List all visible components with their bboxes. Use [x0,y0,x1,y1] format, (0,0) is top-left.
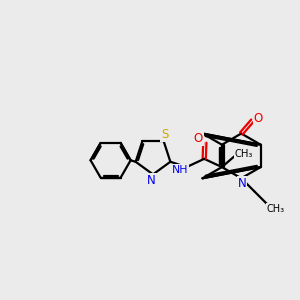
Text: CH₃: CH₃ [266,204,284,214]
Text: S: S [161,128,168,141]
Text: CH₃: CH₃ [235,148,253,158]
Text: O: O [254,112,263,125]
Text: O: O [194,132,203,145]
Text: N: N [238,177,246,190]
Text: N: N [147,174,156,188]
Text: NH: NH [172,165,188,175]
